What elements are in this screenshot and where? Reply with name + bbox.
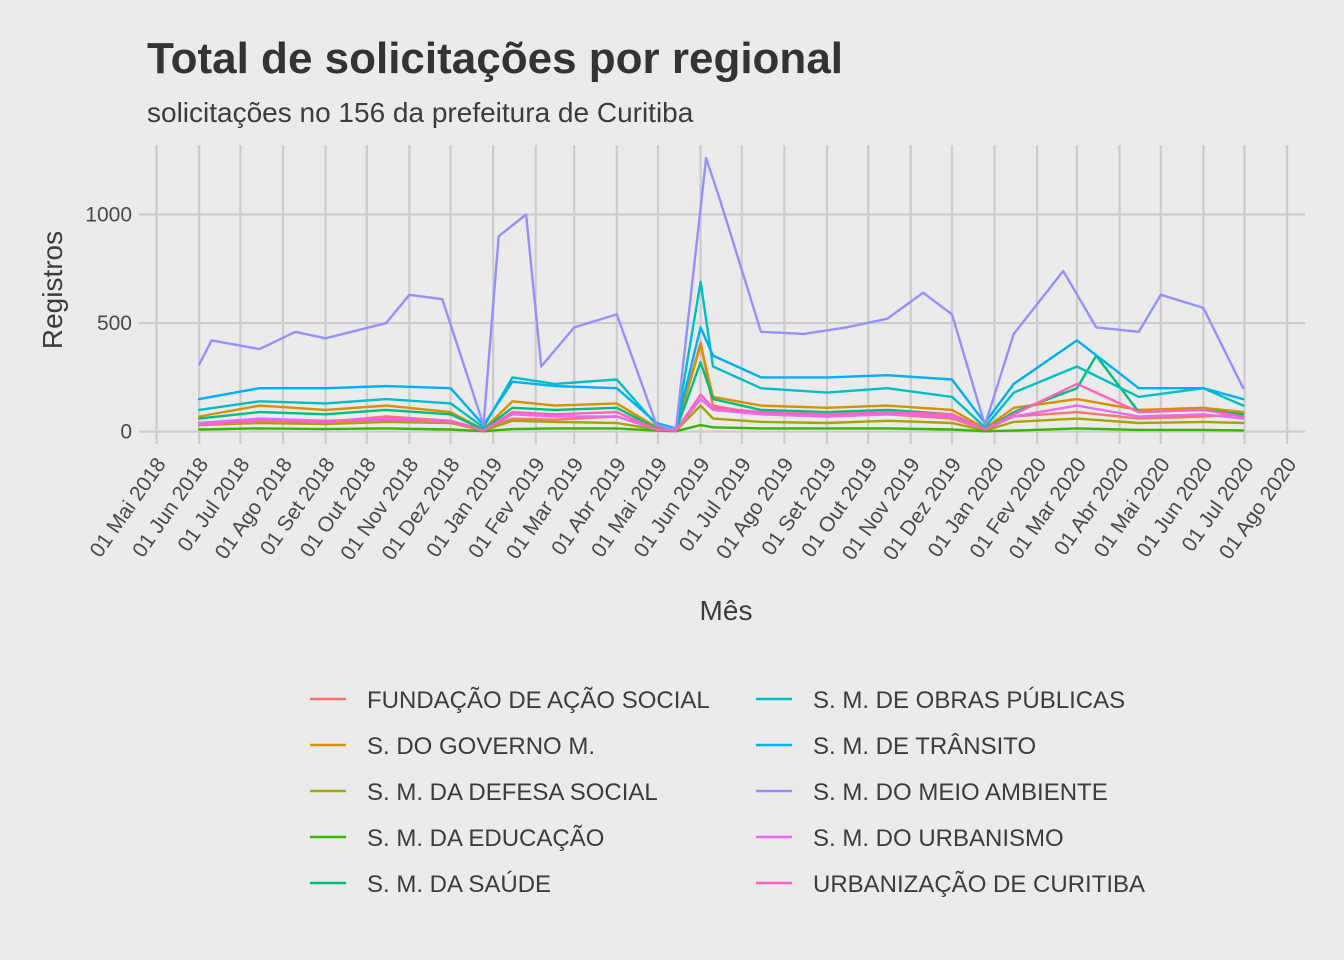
y-axis-title: Registros xyxy=(37,231,68,349)
chart-title: Total de solicitações por regional xyxy=(147,34,843,83)
legend-label: FUNDAÇÃO DE AÇÃO SOCIAL xyxy=(367,687,710,714)
series-line xyxy=(198,156,1245,431)
series-line xyxy=(198,280,1245,431)
series-lines xyxy=(198,156,1245,433)
y-tick-label: 500 xyxy=(97,312,132,335)
legend-label: S. M. DE OBRAS PÚBLICAS xyxy=(813,687,1125,714)
horizontal-gridlines xyxy=(139,213,1305,433)
chart-subtitle: solicitações no 156 da prefeitura de Cur… xyxy=(147,97,694,128)
legend-label: S. M. DA SAÚDE xyxy=(367,871,551,898)
y-tick-label: 0 xyxy=(120,421,132,444)
x-axis-title: Mês xyxy=(700,595,753,626)
y-axis-tick-labels: 0 500 1000 xyxy=(85,203,132,443)
series-line xyxy=(198,404,1245,432)
legend-label: S. M. DA DEFESA SOCIAL xyxy=(367,779,658,806)
series-line xyxy=(198,423,1245,433)
legend-label: S. M. DA EDUCAÇÃO xyxy=(367,825,604,852)
series-line xyxy=(198,382,1245,432)
legend-label: S. M. DO MEIO AMBIENTE xyxy=(813,779,1108,806)
legend: FUNDAÇÃO DE AÇÃO SOCIAL S. DO GOVERNO M. S… xyxy=(310,687,1145,898)
legend-label: S. M. DE TRÂNSITO xyxy=(813,733,1036,760)
y-tick-label: 1000 xyxy=(85,203,132,226)
legend-label: S. M. DO URBANISMO xyxy=(813,825,1064,852)
legend-label: URBANIZAÇÃO DE CURITIBA xyxy=(813,871,1145,898)
series-line xyxy=(198,326,1245,430)
series-line xyxy=(198,354,1245,432)
series-line xyxy=(198,397,1245,432)
legend-label: S. DO GOVERNO M. xyxy=(367,733,595,760)
